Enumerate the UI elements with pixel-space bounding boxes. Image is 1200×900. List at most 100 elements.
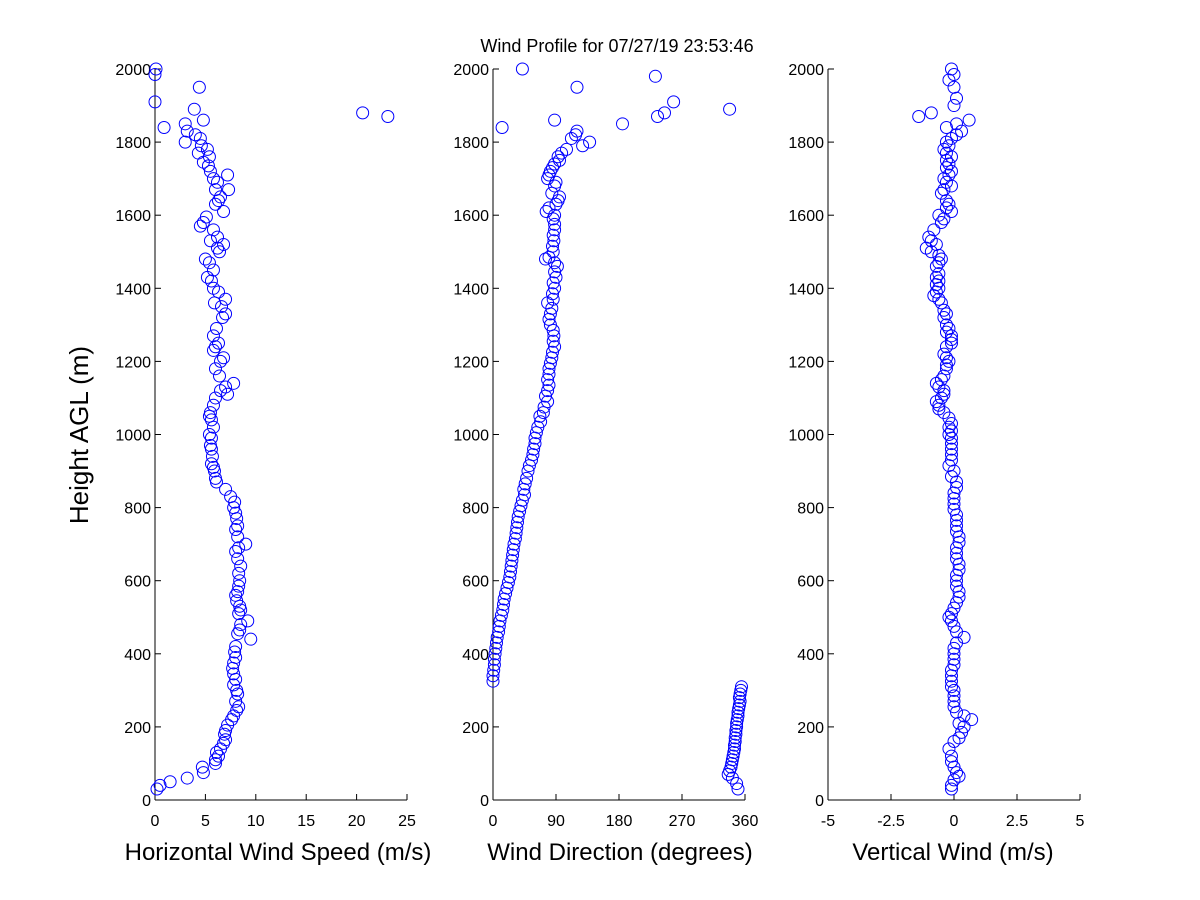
x-tick-label: 20 <box>348 813 366 830</box>
data-point <box>229 523 243 537</box>
data-point <box>214 190 228 204</box>
y-tick-label: 800 <box>124 501 151 518</box>
data-point <box>241 614 255 628</box>
data-point <box>210 241 224 255</box>
data-point <box>728 738 741 752</box>
data-point <box>947 683 961 697</box>
data-point <box>950 546 964 560</box>
data-point <box>215 300 229 314</box>
data-point <box>210 175 224 189</box>
x-tick-label: -5 <box>821 813 835 830</box>
data-point <box>213 369 227 383</box>
x-tick-label: 180 <box>606 813 633 830</box>
data-point <box>944 332 958 346</box>
data-point <box>506 543 520 557</box>
data-point <box>924 245 938 259</box>
data-point <box>950 508 964 522</box>
data-point <box>942 420 956 434</box>
y-tick-label: 400 <box>124 647 151 664</box>
data-point <box>196 113 210 127</box>
data-point <box>150 782 164 796</box>
data-point <box>230 512 244 526</box>
data-point <box>937 311 951 325</box>
data-point <box>244 632 258 646</box>
data-point <box>555 146 569 160</box>
data-point <box>950 519 964 533</box>
data-point <box>937 303 951 317</box>
figure-title: Wind Profile for 07/27/19 23:53:46 <box>480 36 753 56</box>
data-point <box>947 652 961 666</box>
x-tick-label: 2.5 <box>1006 813 1028 830</box>
data-point <box>944 778 958 792</box>
data-point <box>234 603 248 617</box>
data-point <box>219 307 233 321</box>
data-point <box>942 157 956 171</box>
x-axis-label: Vertical Wind (m/s) <box>852 839 1053 866</box>
data-point <box>942 428 956 441</box>
data-point <box>207 296 221 310</box>
data-point <box>947 486 961 500</box>
data-point <box>208 362 222 376</box>
data-point <box>518 477 532 491</box>
data-point <box>950 117 964 131</box>
data-point <box>543 356 557 370</box>
data-point <box>942 322 956 336</box>
data-point <box>381 110 395 124</box>
x-tick-label: 0 <box>950 813 959 830</box>
data-point <box>200 142 214 156</box>
data-point <box>234 559 248 573</box>
data-point <box>950 574 964 588</box>
y-tick-label: 800 <box>797 501 824 518</box>
data-point <box>178 117 192 131</box>
data-point <box>947 99 961 113</box>
data-point <box>511 515 524 529</box>
vertical-wind-panel: 0 200 400 600 800 1000 1200 1400 1600 1800 2000 -5 -… <box>788 62 1084 866</box>
data-point <box>947 647 961 661</box>
data-point <box>233 623 247 637</box>
data-point <box>924 106 938 120</box>
data-point <box>546 161 559 175</box>
data-point <box>213 245 227 259</box>
data-point <box>206 223 220 237</box>
data-point <box>495 120 509 134</box>
data-point <box>522 459 536 473</box>
x-tick-label: 5 <box>1076 813 1085 830</box>
data-point <box>667 95 681 109</box>
data-point <box>517 482 531 496</box>
data-point <box>513 504 527 518</box>
data-point <box>193 131 207 145</box>
data-point <box>939 194 953 208</box>
y-tick-label: 2000 <box>453 62 489 79</box>
data-point <box>210 230 224 244</box>
y-tick-label: 800 <box>462 501 489 518</box>
data-point <box>731 782 745 796</box>
data-point <box>208 753 222 767</box>
data-point <box>962 113 976 127</box>
data-point <box>939 120 953 134</box>
data-point <box>950 513 964 527</box>
data-point <box>546 323 560 337</box>
data-point <box>196 216 210 230</box>
data-point <box>192 80 206 94</box>
data-point <box>231 585 245 599</box>
data-point <box>932 281 946 295</box>
data-point <box>494 608 508 622</box>
data-point <box>208 340 222 354</box>
data-point <box>548 281 562 295</box>
data-point <box>504 565 517 579</box>
data-point <box>507 537 521 551</box>
data-point <box>497 597 510 611</box>
y-tick-label: 400 <box>797 647 824 664</box>
data-point <box>934 216 948 230</box>
data-point <box>203 164 217 178</box>
data-point <box>206 343 220 357</box>
data-point <box>204 413 218 427</box>
data-point <box>212 194 226 208</box>
data-point <box>939 135 953 149</box>
x-tick-label: 25 <box>398 813 416 830</box>
data-point <box>511 510 525 524</box>
data-point <box>195 760 209 774</box>
data-point <box>231 687 245 701</box>
data-point <box>944 749 958 763</box>
data-point <box>219 482 233 496</box>
